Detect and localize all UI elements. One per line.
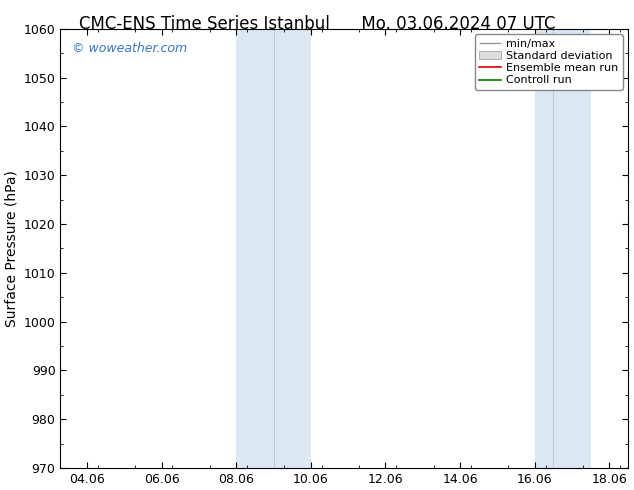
Bar: [535, 29, 591, 468]
Y-axis label: Surface Pressure (hPa): Surface Pressure (hPa): [4, 170, 18, 327]
Text: © woweather.com: © woweather.com: [72, 42, 187, 55]
Bar: [236, 29, 311, 468]
Legend: min/max, Standard deviation, Ensemble mean run, Controll run: min/max, Standard deviation, Ensemble me…: [475, 34, 623, 90]
Text: CMC-ENS Time Series Istanbul      Mo. 03.06.2024 07 UTC: CMC-ENS Time Series Istanbul Mo. 03.06.2…: [79, 15, 555, 33]
